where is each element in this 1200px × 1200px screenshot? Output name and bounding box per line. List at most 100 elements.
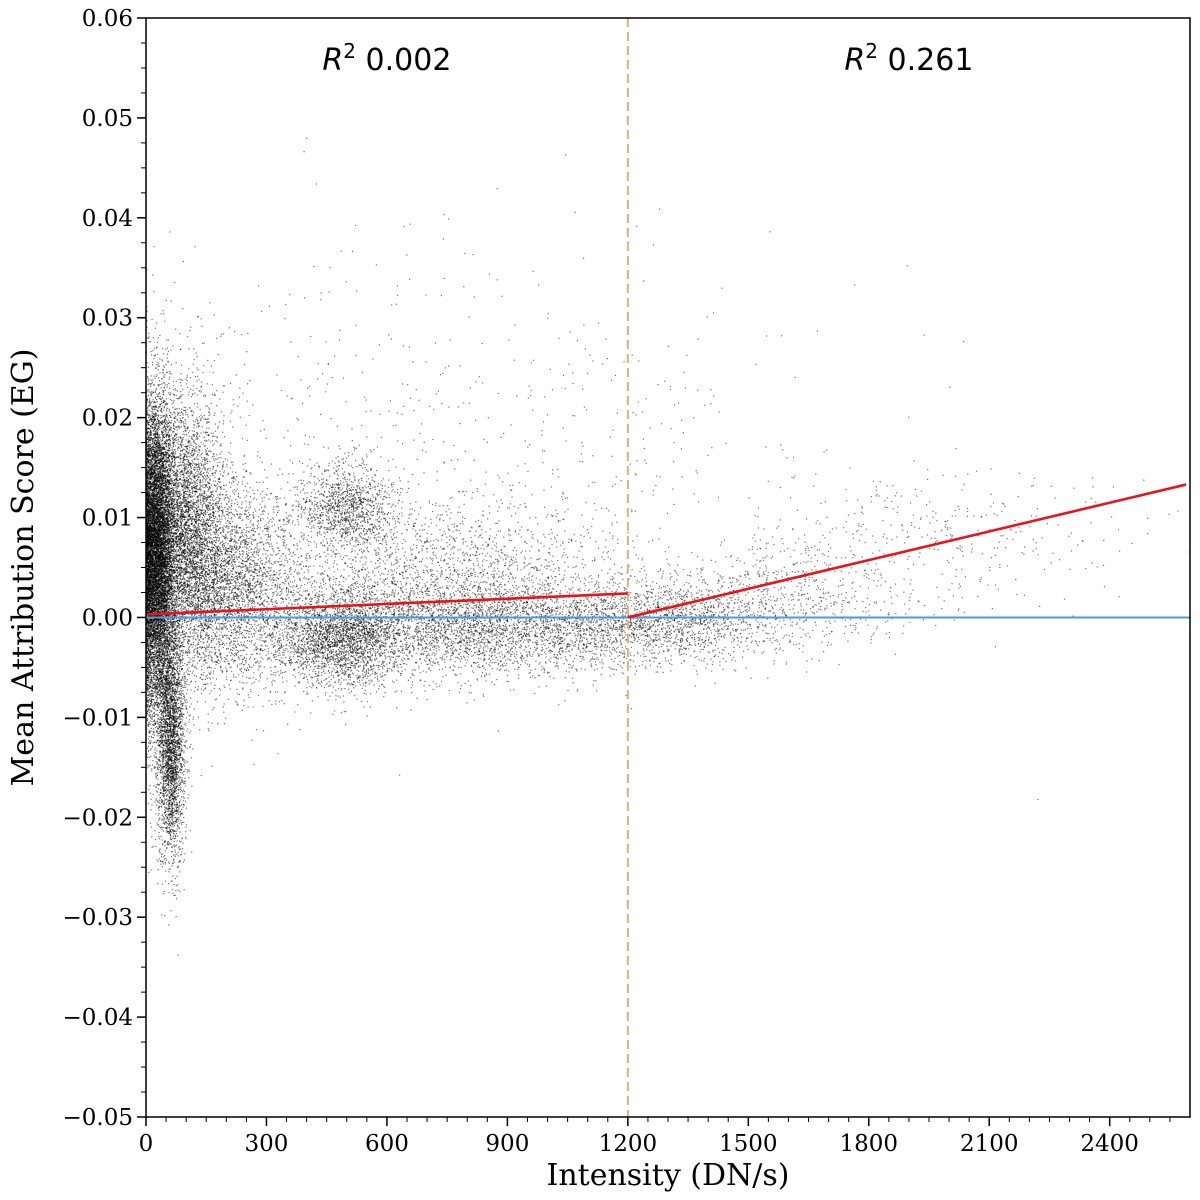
scatter-point (147, 428, 149, 430)
scatter-point (151, 579, 153, 581)
scatter-point (151, 407, 153, 409)
scatter-point (157, 814, 159, 816)
scatter-point (147, 488, 149, 490)
scatter-point (170, 577, 172, 580)
scatter-point (169, 615, 171, 617)
scatter-point (164, 772, 166, 775)
scatter-point (167, 570, 169, 572)
scatter-point (166, 476, 168, 478)
scatter-point (162, 309, 164, 312)
scatter-point (151, 408, 153, 410)
scatter-point (171, 581, 173, 583)
scatter-point (154, 686, 156, 688)
scatter-point (154, 756, 156, 759)
scatter-point (156, 437, 158, 439)
scatter-point (152, 670, 154, 672)
scatter-point (147, 686, 149, 688)
scatter-point (156, 645, 158, 648)
scatter-point (147, 724, 149, 726)
scatter-point (148, 660, 150, 662)
scatter-point (181, 563, 183, 565)
scatter-point (152, 760, 154, 762)
scatter-point (150, 748, 152, 750)
scatter-point (147, 624, 149, 626)
scatter-point (156, 633, 159, 635)
scatter-point (158, 406, 160, 408)
scatter-point (147, 408, 149, 410)
scatter-point (150, 567, 153, 569)
scatter-point (172, 624, 174, 626)
scatter-point (159, 753, 161, 755)
scatter-point (157, 369, 159, 371)
scatter-point (162, 548, 164, 550)
scatter-point (159, 428, 161, 430)
scatter-point (157, 605, 159, 607)
scatter-point (164, 638, 166, 640)
scatter-point (153, 691, 155, 694)
scatter-point (148, 577, 150, 579)
scatter-point (170, 434, 173, 436)
scatter-point (155, 421, 157, 423)
scatter-point (147, 380, 149, 382)
scatter-point (151, 354, 153, 356)
scatter-point (161, 634, 163, 637)
scatter-point (165, 637, 167, 639)
scatter-point (159, 505, 161, 508)
scatter-point (173, 543, 175, 545)
scatter-point (162, 569, 164, 571)
scatter-point (173, 604, 175, 606)
scatter-point (151, 606, 153, 608)
scatter-point (155, 691, 157, 693)
scatter-point (154, 650, 156, 652)
scatter-point (175, 603, 177, 605)
scatter-point (165, 505, 167, 507)
scatter-point (162, 434, 164, 436)
scatter-point (168, 393, 171, 395)
scatter-point (163, 425, 165, 427)
scatter-point (162, 680, 164, 682)
scatter-point (146, 610, 148, 612)
scatter-point (172, 449, 174, 451)
scatter-point (158, 630, 161, 632)
scatter-point (155, 692, 157, 694)
scatter-point (167, 631, 169, 633)
scatter-point (155, 682, 157, 684)
scatter-point (166, 648, 168, 650)
scatter-point (160, 433, 163, 435)
scatter-point (151, 717, 153, 719)
scatter-point (155, 650, 157, 652)
scatter-point (169, 449, 171, 451)
scatter-point (151, 846, 153, 848)
scatter-point (164, 624, 166, 627)
scatter-point (147, 626, 149, 628)
scatter-point (148, 691, 150, 693)
scatter-point (170, 462, 172, 464)
scatter-point (153, 648, 155, 650)
scatter-point (148, 722, 150, 724)
scatter-point (174, 594, 176, 596)
scatter-point (149, 742, 152, 744)
scatter-point (167, 350, 170, 353)
scatter-point (175, 560, 177, 562)
scatter-point (153, 347, 156, 349)
scatter-point (158, 731, 160, 733)
scatter-point (146, 688, 148, 691)
scatter-point (158, 377, 160, 379)
scatter-point (173, 467, 175, 469)
scatter-point (149, 470, 151, 472)
scatter-point (147, 725, 150, 727)
scatter-point (162, 375, 164, 377)
scatter-point (171, 458, 173, 460)
scatter-point (162, 678, 164, 681)
scatter-point (162, 405, 164, 407)
scatter-point (150, 437, 152, 439)
scatter-point (166, 398, 168, 400)
scatter-point (172, 483, 174, 485)
scatter-point (165, 430, 167, 432)
scatter-point (148, 641, 150, 644)
scatter-point (156, 684, 158, 686)
scatter-point (162, 707, 164, 709)
scatter-point (168, 782, 170, 784)
scatter-point (153, 686, 155, 688)
scatter-point (158, 439, 160, 441)
